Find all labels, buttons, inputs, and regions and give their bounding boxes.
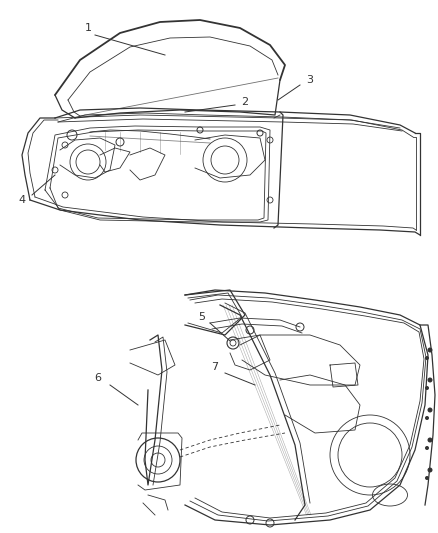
Circle shape — [427, 377, 432, 383]
Text: 4: 4 — [18, 195, 25, 205]
Text: 5: 5 — [198, 312, 205, 322]
Circle shape — [425, 386, 429, 390]
Text: 1: 1 — [85, 23, 92, 33]
Circle shape — [425, 416, 429, 420]
Circle shape — [425, 476, 429, 480]
Text: 2: 2 — [241, 97, 248, 107]
Text: 3: 3 — [307, 75, 314, 85]
Circle shape — [427, 438, 432, 442]
Circle shape — [427, 467, 432, 472]
Circle shape — [425, 356, 429, 360]
Circle shape — [425, 446, 429, 450]
Circle shape — [427, 348, 432, 352]
Text: 7: 7 — [212, 362, 219, 372]
Circle shape — [427, 408, 432, 413]
Text: 6: 6 — [95, 373, 102, 383]
